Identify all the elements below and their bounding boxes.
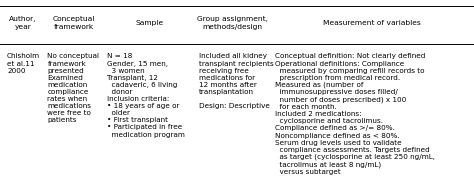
Text: Sample: Sample [135, 20, 164, 26]
Text: N = 18
Gender, 15 men,
  3 women
Transplant, 12
  cadaveric, 6 living
  donor
In: N = 18 Gender, 15 men, 3 women Transplan… [107, 53, 184, 138]
Text: No conceptual
framework
presented
Examined
medication
compliance
rates when
medi: No conceptual framework presented Examin… [47, 53, 100, 123]
Text: Measurement of variables: Measurement of variables [323, 20, 421, 26]
Text: Included all kidney
transplant recipients
receiving free
medications for
12 mont: Included all kidney transplant recipient… [199, 53, 274, 109]
Text: Conceptual
framework: Conceptual framework [52, 16, 95, 30]
Text: Chisholm
et al.11
2000: Chisholm et al.11 2000 [7, 53, 40, 74]
Text: Conceptual definition: Not clearly defined
Operational definitions: Compliance
 : Conceptual definition: Not clearly defin… [275, 53, 435, 175]
Text: Author,
year: Author, year [9, 16, 36, 30]
Text: Group assignment,
methods/design: Group assignment, methods/design [197, 16, 268, 30]
